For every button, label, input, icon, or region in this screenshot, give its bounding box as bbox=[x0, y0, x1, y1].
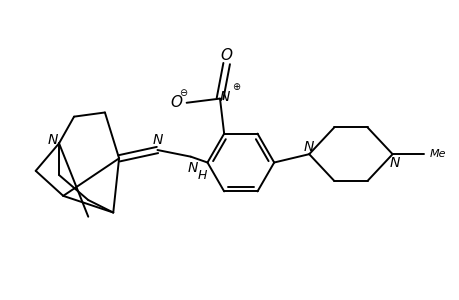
Text: ⊕: ⊕ bbox=[231, 82, 240, 92]
Text: O: O bbox=[220, 48, 232, 63]
Text: ⊖: ⊖ bbox=[179, 88, 187, 98]
Text: N: N bbox=[303, 140, 313, 154]
Text: Me: Me bbox=[428, 149, 445, 159]
Text: H: H bbox=[197, 169, 207, 182]
Text: N: N bbox=[47, 133, 57, 147]
Text: N: N bbox=[152, 133, 162, 147]
Text: N: N bbox=[187, 160, 197, 175]
Text: O: O bbox=[170, 95, 182, 110]
Text: N: N bbox=[389, 155, 399, 170]
Text: N: N bbox=[219, 90, 230, 104]
